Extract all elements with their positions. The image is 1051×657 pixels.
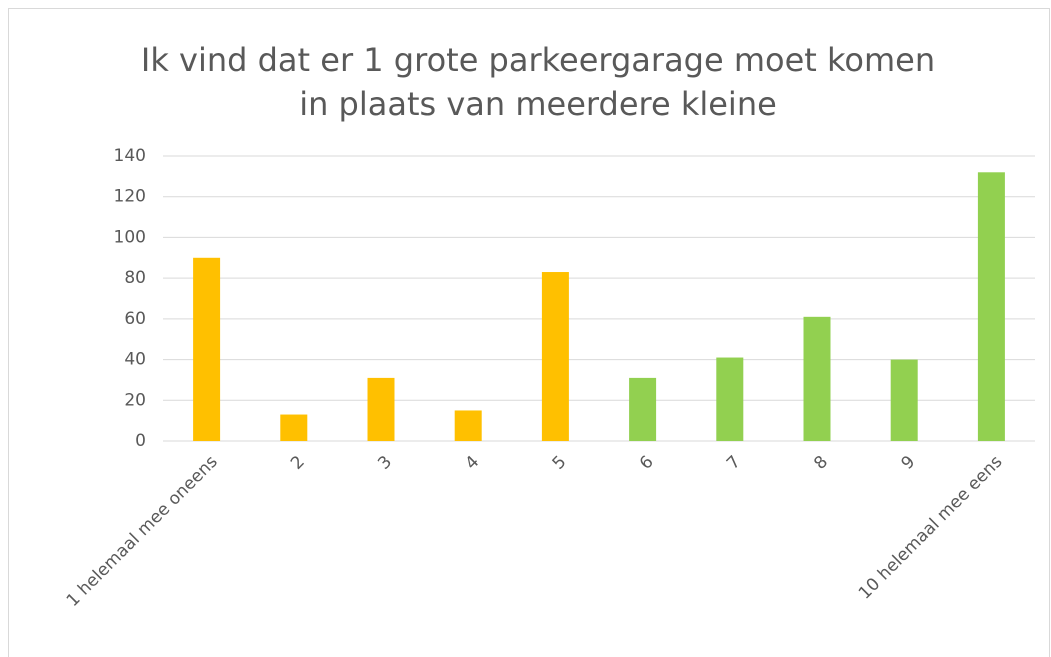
bar (890, 359, 918, 441)
y-tick-label: 120 (114, 187, 146, 207)
y-tick-label: 20 (124, 390, 146, 410)
bar (977, 172, 1005, 442)
bar (541, 272, 569, 441)
bar (193, 257, 221, 441)
bar (454, 410, 482, 441)
chart-frame (8, 8, 1050, 657)
y-tick-label: 140 (114, 146, 146, 166)
bar (629, 377, 657, 441)
chart-title: Ik vind dat er 1 grote parkeergarage moe… (141, 41, 935, 79)
y-tick-label: 80 (124, 268, 146, 288)
chart-title: in plaats van meerdere kleine (299, 85, 777, 123)
y-tick-label: 100 (114, 227, 146, 247)
bar (716, 357, 744, 441)
bar (803, 316, 831, 441)
y-tick-label: 60 (124, 309, 146, 329)
bar (367, 377, 395, 441)
y-tick-label: 40 (124, 350, 146, 370)
bar (280, 414, 308, 441)
y-tick-label: 0 (135, 431, 146, 451)
